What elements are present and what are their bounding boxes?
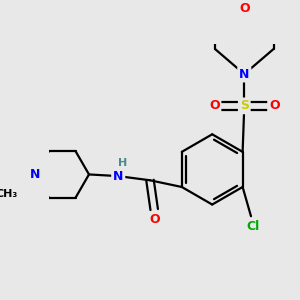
Text: N: N [239,68,250,81]
Text: N: N [30,168,41,181]
Text: O: O [239,2,250,15]
Text: O: O [209,99,220,112]
Text: CH₃: CH₃ [0,189,18,199]
Text: N: N [113,169,123,183]
Text: S: S [240,99,249,112]
Text: H: H [118,158,127,168]
Text: Cl: Cl [247,220,260,233]
Text: O: O [149,213,160,226]
Text: O: O [269,99,280,112]
